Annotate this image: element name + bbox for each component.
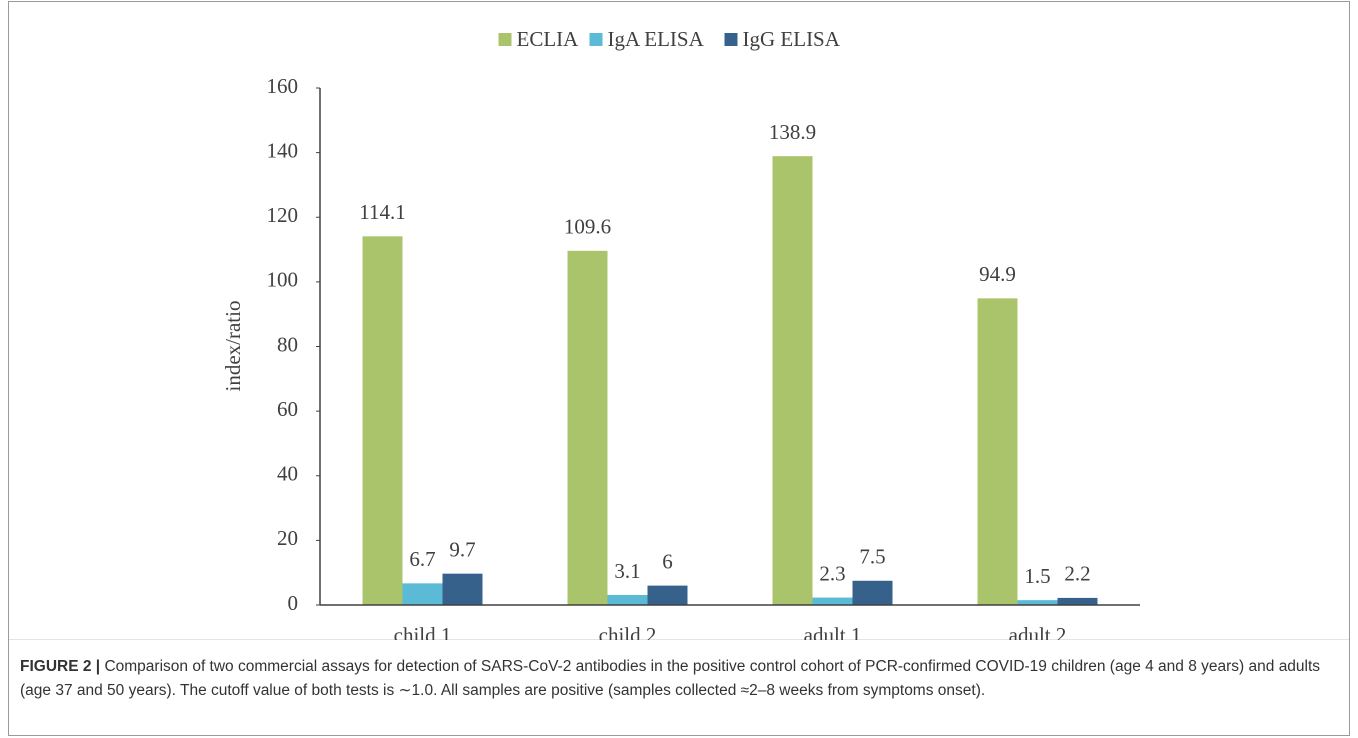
- value-label: 6: [662, 549, 673, 573]
- value-label: 9.7: [449, 537, 475, 561]
- value-label: 94.9: [979, 262, 1016, 286]
- y-tick-label: 160: [267, 74, 299, 98]
- y-tick-label: 0: [288, 591, 299, 615]
- y-tick-label: 100: [267, 268, 299, 292]
- value-label: 109.6: [564, 215, 611, 239]
- bar: [772, 156, 813, 605]
- figure-frame: [8, 1, 1350, 736]
- legend-swatch: [589, 33, 603, 46]
- value-label: 2.3: [819, 561, 845, 585]
- caption: FIGURE 2 | Comparison of two commercial …: [20, 655, 1342, 703]
- bar: [362, 236, 403, 605]
- x-tick-label: child 2: [599, 623, 657, 640]
- bar: [812, 597, 853, 605]
- y-tick-label: 120: [267, 203, 299, 227]
- bar: [1057, 597, 1098, 605]
- legend-swatch: [498, 33, 512, 46]
- legend-label: IgG ELISA: [743, 27, 841, 51]
- y-tick-label: 40: [277, 462, 298, 486]
- x-tick-label: child 1: [394, 623, 452, 640]
- value-label: 1.5: [1024, 564, 1050, 588]
- y-tick-label: 140: [267, 138, 299, 162]
- bar: [567, 250, 608, 606]
- bar: [852, 580, 893, 605]
- chart: index/ratio 0 20 40 60 80 100 120 140 160 child 1…: [9, 27, 1349, 640]
- bar: [442, 573, 483, 605]
- y-tick-label: 60: [277, 397, 298, 421]
- legend-label: IgA ELISA: [608, 27, 705, 51]
- bar: [607, 594, 648, 605]
- caption-label: FIGURE 2 |: [20, 658, 101, 675]
- legend-label: ECLIA: [517, 27, 580, 51]
- value-label: 7.5: [859, 545, 885, 569]
- y-tick-label: 20: [277, 526, 298, 550]
- value-label: 6.7: [409, 547, 435, 571]
- x-tick-label: adult 1: [804, 623, 862, 640]
- caption-text: Comparison of two commercial assays for …: [20, 658, 1321, 699]
- bar: [1017, 600, 1058, 605]
- bar: [402, 583, 443, 605]
- y-axis-label: index/ratio: [221, 301, 245, 392]
- x-tick-label: adult 2: [1009, 623, 1067, 640]
- value-label: 3.1: [614, 559, 640, 583]
- legend-swatch: [724, 33, 738, 46]
- value-label: 114.1: [359, 200, 405, 224]
- value-label: 2.2: [1064, 562, 1090, 586]
- bar: [977, 298, 1018, 605]
- y-tick-label: 80: [277, 332, 298, 356]
- bar: [647, 585, 688, 605]
- value-label: 138.9: [769, 120, 816, 144]
